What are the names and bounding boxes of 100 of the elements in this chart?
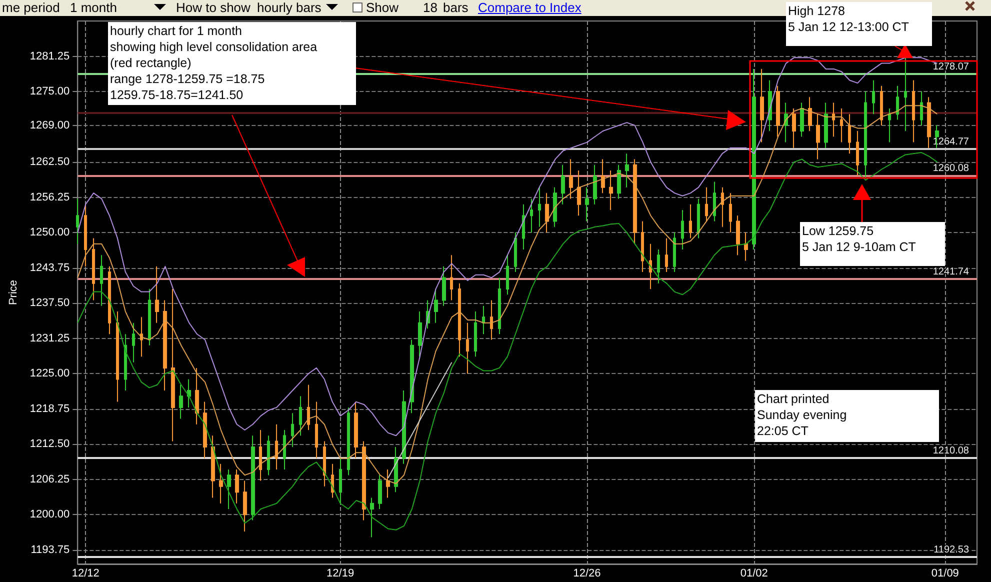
candlestick <box>832 102 835 138</box>
candlestick <box>331 463 334 498</box>
candlestick <box>768 80 772 132</box>
text-box: Chart printed Sunday evening 22:05 CT <box>755 390 939 442</box>
y-tick-label: 1231.25 <box>30 332 70 344</box>
y-tick-label: 1256.25 <box>30 191 70 204</box>
candlestick <box>116 311 119 402</box>
candlestick <box>800 102 804 138</box>
candlestick <box>848 114 851 154</box>
text: How to show <box>176 0 250 15</box>
y-tick-label: 1243.75 <box>30 262 70 274</box>
x-tick-label: 01/02 <box>740 568 768 580</box>
candlestick <box>498 277 501 335</box>
candlestick <box>227 469 231 510</box>
candlestick <box>689 204 692 239</box>
candlestick <box>187 378 191 408</box>
candlestick <box>729 192 732 234</box>
candlestick <box>299 396 302 436</box>
y-tick-label: 1200.00 <box>30 508 70 521</box>
candlestick <box>219 463 223 504</box>
candlestick <box>721 186 724 228</box>
text: me period <box>2 0 60 15</box>
candlestick <box>347 406 350 476</box>
candlestick <box>744 232 748 262</box>
candlestick <box>506 254 509 296</box>
candlestick <box>896 85 899 120</box>
candlestick <box>203 401 207 459</box>
candlestick <box>243 480 247 532</box>
text: Compare to Index <box>478 0 582 15</box>
y-tick-label: 1212.50 <box>30 438 70 450</box>
candlestick <box>514 232 517 273</box>
ref-line-label: 1192.53 <box>934 544 970 556</box>
candlestick <box>601 158 605 194</box>
candlestick <box>697 198 700 239</box>
text: Show <box>366 0 399 15</box>
text: hourly bars <box>257 0 322 15</box>
candlestick <box>434 288 438 324</box>
candlestick <box>904 57 907 132</box>
candlestick <box>283 430 286 470</box>
candlestick <box>108 266 111 335</box>
candlestick <box>824 102 828 148</box>
y-tick-label: 1281.25 <box>30 50 70 62</box>
candlestick <box>442 266 446 306</box>
candlestick <box>132 322 135 363</box>
candlestick <box>561 164 565 205</box>
candlestick <box>235 469 239 504</box>
candlestick <box>617 164 621 200</box>
candlestick <box>569 158 573 200</box>
y-tick-label: 1218.75 <box>30 402 70 415</box>
candlestick <box>522 204 525 250</box>
y-tick-label: 1275.00 <box>30 86 70 98</box>
candlestick <box>323 440 326 487</box>
candlestick <box>195 367 199 425</box>
candlestick <box>649 243 652 290</box>
candlestick <box>705 186 708 222</box>
y-tick-label: 1237.50 <box>30 297 70 310</box>
candlestick <box>171 288 175 442</box>
x-tick-label: 12/19 <box>326 568 354 580</box>
candlestick <box>593 164 597 205</box>
y-tick-label: 1193.75 <box>30 544 70 556</box>
candlestick <box>880 85 883 126</box>
candlestick <box>912 80 915 143</box>
candlestick <box>354 401 358 459</box>
candlestick <box>784 102 788 143</box>
candlestick <box>124 334 127 392</box>
candlestick <box>163 300 167 392</box>
candlestick <box>211 435 215 498</box>
y-tick-label: 1250.00 <box>30 226 70 239</box>
candlestick <box>418 311 422 358</box>
y-axis-title: Price <box>8 280 20 306</box>
candlestick <box>545 192 549 234</box>
candlestick <box>713 181 716 222</box>
text: 18 <box>423 0 438 15</box>
candlestick <box>450 254 453 301</box>
candlestick <box>872 80 875 115</box>
ref-line-label: 1241.74 <box>932 266 970 278</box>
candlestick <box>681 209 684 250</box>
candlestick <box>251 435 255 521</box>
candlestick <box>927 96 931 148</box>
candlestick <box>657 248 660 284</box>
text-box: Low 1259.75 5 Jan 12 9-10am CT <box>800 222 945 266</box>
candlestick <box>76 198 79 244</box>
candlestick <box>482 305 485 335</box>
candlestick <box>275 424 278 470</box>
candlestick <box>633 158 637 244</box>
candlestick <box>402 390 406 464</box>
y-tick-label: 1262.50 <box>30 156 70 168</box>
candlestick <box>386 469 390 498</box>
candlestick <box>315 401 318 459</box>
text: bars <box>443 0 468 15</box>
y-tick-label: 1269.00 <box>30 119 70 132</box>
candlestick <box>92 238 95 301</box>
ref-line-label: 1260.08 <box>932 163 970 174</box>
text-box: hourly chart for 1 month showing high level consolidation area (red rectangle) range 1278-1259.75 =18.75 1259.75-18.75=1241.50 <box>108 22 356 105</box>
candlestick <box>84 204 87 267</box>
candlestick <box>490 300 493 340</box>
candlestick <box>378 474 382 510</box>
candlestick <box>140 316 143 358</box>
candlestick <box>920 91 923 126</box>
candlestick <box>553 186 557 228</box>
